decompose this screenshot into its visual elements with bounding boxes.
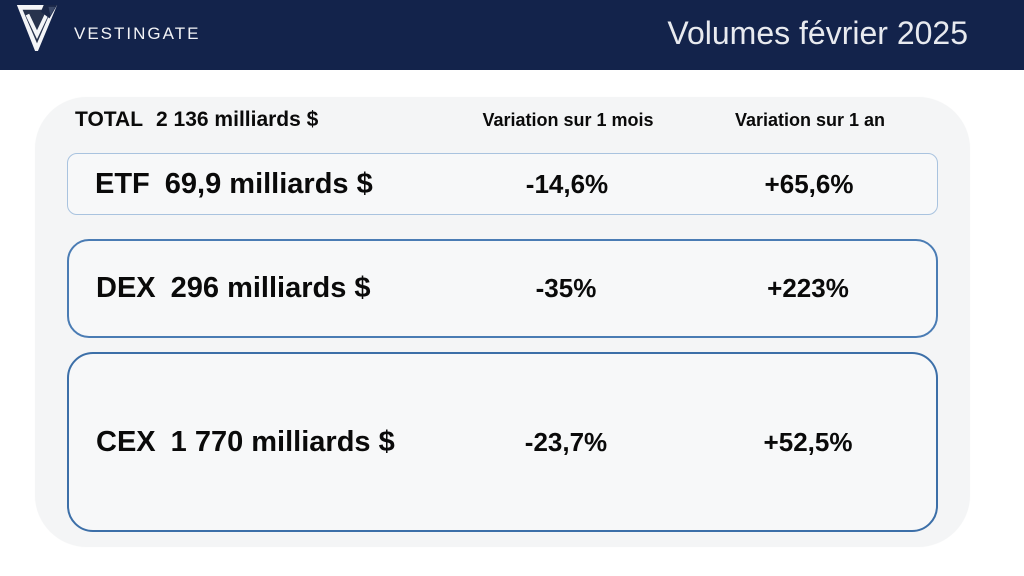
- column-header-1-an: Variation sur 1 an: [734, 109, 886, 130]
- row-cex-var-1m: -23,7%: [524, 426, 608, 457]
- row-cex-label: CEX: [96, 425, 156, 458]
- total-label: TOTAL: [75, 108, 144, 131]
- row-cex-var-1y: +52,5%: [763, 426, 853, 457]
- row-etf-value: 69,9 milliards $: [164, 167, 373, 200]
- row-cex-title: CEX 1 770 milliards $: [69, 426, 445, 459]
- row-dex-var-1y: +223%: [767, 273, 849, 303]
- row-dex-value: 296 milliards $: [170, 272, 371, 304]
- row-cex: CEX 1 770 milliards $ -23,7% +52,5%: [67, 352, 938, 532]
- row-etf-var-1y: +65,6%: [764, 168, 854, 199]
- row-etf-title: ETF 69,9 milliards $: [68, 168, 446, 201]
- row-dex-label: DEX: [96, 272, 156, 304]
- total-row: TOTAL 2 136 milliards $ Variation sur 1 …: [67, 97, 938, 143]
- row-etf-label: ETF: [95, 167, 150, 200]
- header-bar: VESTINGATE Volumes février 2025: [0, 0, 1024, 70]
- total-value: 2 136 milliards $: [156, 108, 319, 131]
- row-etf: ETF 69,9 milliards $ -14,6% +65,6%: [67, 153, 938, 215]
- slide-title: Volumes février 2025: [667, 14, 968, 51]
- brand-name: VESTINGATE: [74, 24, 201, 43]
- row-etf-var-1m: -14,6%: [525, 168, 609, 199]
- total-cell: TOTAL 2 136 milliards $: [67, 108, 447, 132]
- row-dex: DEX 296 milliards $ -35% +223%: [67, 239, 938, 338]
- row-dex-var-1m: -35%: [535, 273, 597, 303]
- row-dex-title: DEX 296 milliards $: [69, 272, 445, 305]
- summary-panel: TOTAL 2 136 milliards $ Variation sur 1 …: [35, 97, 970, 547]
- v-shield-logo-icon: [16, 5, 58, 51]
- column-header-1-mois: Variation sur 1 mois: [482, 109, 654, 130]
- row-cex-value: 1 770 milliards $: [170, 425, 395, 458]
